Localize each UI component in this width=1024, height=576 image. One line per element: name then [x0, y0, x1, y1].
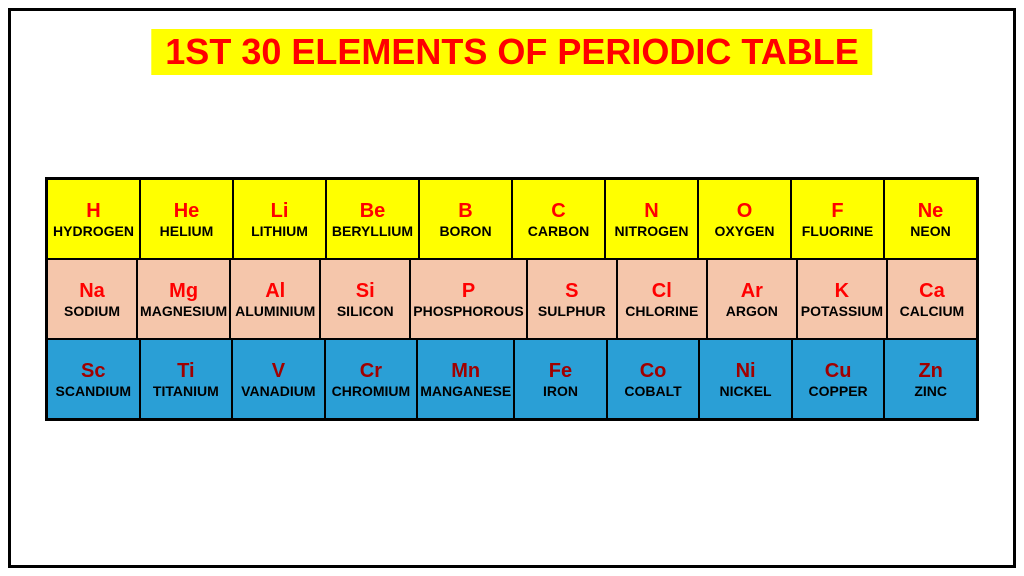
- element-symbol: Al: [265, 280, 285, 303]
- element-name: BORON: [439, 223, 491, 239]
- element-cell: BeBERYLLIUM: [326, 179, 419, 259]
- element-cell: FFLUORINE: [791, 179, 884, 259]
- element-name: LITHIUM: [251, 223, 308, 239]
- element-cell: VVANADIUM: [232, 339, 325, 419]
- element-symbol: V: [272, 360, 285, 383]
- element-cell: ArARGON: [707, 259, 797, 339]
- page-title: 1ST 30 ELEMENTS OF PERIODIC TABLE: [151, 29, 872, 75]
- element-cell: CuCOPPER: [792, 339, 885, 419]
- element-name: BERYLLIUM: [332, 223, 413, 239]
- element-name: SODIUM: [64, 303, 120, 319]
- element-symbol: Fe: [549, 360, 572, 383]
- element-cell: ScSCANDIUM: [47, 339, 140, 419]
- element-cell: ClCHLORINE: [617, 259, 707, 339]
- element-cell: NNITROGEN: [605, 179, 698, 259]
- element-symbol: Li: [271, 200, 289, 223]
- element-name: CARBON: [528, 223, 589, 239]
- element-symbol: Ni: [736, 360, 756, 383]
- element-name: SULPHUR: [538, 303, 606, 319]
- element-symbol: P: [462, 280, 475, 303]
- element-name: HYDROGEN: [53, 223, 134, 239]
- element-cell: PPHOSPHOROUS: [410, 259, 526, 339]
- element-symbol: Si: [356, 280, 375, 303]
- element-cell: NiNICKEL: [699, 339, 792, 419]
- element-name: MANGANESE: [420, 383, 511, 399]
- element-name: ALUMINIUM: [235, 303, 315, 319]
- element-symbol: Cl: [652, 280, 672, 303]
- element-cell: SiSILICON: [320, 259, 410, 339]
- element-name: CHLORINE: [625, 303, 698, 319]
- element-cell: KPOTASSIUM: [797, 259, 887, 339]
- element-name: ARGON: [726, 303, 778, 319]
- table-row: NaSODIUMMgMAGNESIUMAlALUMINIUMSiSILICONP…: [47, 259, 977, 339]
- element-symbol: C: [551, 200, 565, 223]
- element-cell: LiLITHIUM: [233, 179, 326, 259]
- element-symbol: Ca: [919, 280, 945, 303]
- element-name: COBALT: [624, 383, 681, 399]
- element-name: NICKEL: [720, 383, 772, 399]
- element-cell: TiTITANIUM: [140, 339, 233, 419]
- element-name: POTASSIUM: [801, 303, 883, 319]
- element-name: FLUORINE: [802, 223, 874, 239]
- element-symbol: K: [835, 280, 849, 303]
- element-cell: NaSODIUM: [47, 259, 137, 339]
- element-symbol: Cu: [825, 360, 852, 383]
- element-symbol: Ar: [741, 280, 763, 303]
- element-name: SILICON: [337, 303, 394, 319]
- element-symbol: Ti: [177, 360, 194, 383]
- element-symbol: Sc: [81, 360, 105, 383]
- element-name: IRON: [543, 383, 578, 399]
- element-cell: CrCHROMIUM: [325, 339, 418, 419]
- element-name: PHOSPHOROUS: [413, 303, 523, 319]
- element-cell: ZnZINC: [884, 339, 977, 419]
- element-name: VANADIUM: [241, 383, 315, 399]
- elements-table: HHYDROGENHeHELIUMLiLITHIUMBeBERYLLIUMBBO…: [45, 177, 979, 421]
- element-symbol: O: [737, 200, 753, 223]
- element-cell: CoCOBALT: [607, 339, 700, 419]
- element-name: TITANIUM: [153, 383, 219, 399]
- element-cell: CaCALCIUM: [887, 259, 977, 339]
- element-symbol: F: [831, 200, 843, 223]
- element-name: COPPER: [809, 383, 868, 399]
- element-symbol: N: [644, 200, 658, 223]
- frame-border: 1ST 30 ELEMENTS OF PERIODIC TABLE HHYDRO…: [8, 8, 1016, 568]
- element-symbol: B: [458, 200, 472, 223]
- element-cell: AlALUMINIUM: [230, 259, 320, 339]
- element-cell: CCARBON: [512, 179, 605, 259]
- element-name: NEON: [910, 223, 950, 239]
- element-name: ZINC: [914, 383, 947, 399]
- element-symbol: Be: [360, 200, 386, 223]
- element-symbol: Co: [640, 360, 667, 383]
- element-name: HELIUM: [160, 223, 214, 239]
- element-cell: HHYDROGEN: [47, 179, 140, 259]
- element-symbol: Mg: [169, 280, 198, 303]
- element-symbol: He: [174, 200, 200, 223]
- element-cell: NeNEON: [884, 179, 977, 259]
- element-symbol: Mn: [451, 360, 480, 383]
- element-symbol: Cr: [360, 360, 382, 383]
- element-symbol: Na: [79, 280, 105, 303]
- element-cell: SSULPHUR: [527, 259, 617, 339]
- element-name: OXYGEN: [715, 223, 775, 239]
- element-name: CHROMIUM: [332, 383, 411, 399]
- element-name: NITROGEN: [615, 223, 689, 239]
- element-symbol: H: [86, 200, 100, 223]
- element-cell: HeHELIUM: [140, 179, 233, 259]
- table-row: ScSCANDIUMTiTITANIUMVVANADIUMCrCHROMIUMM…: [47, 339, 977, 419]
- element-cell: FeIRON: [514, 339, 607, 419]
- element-cell: OOXYGEN: [698, 179, 791, 259]
- element-symbol: Ne: [918, 200, 944, 223]
- element-cell: MnMANGANESE: [417, 339, 514, 419]
- element-name: SCANDIUM: [56, 383, 131, 399]
- element-name: MAGNESIUM: [140, 303, 227, 319]
- element-cell: BBORON: [419, 179, 512, 259]
- element-cell: MgMAGNESIUM: [137, 259, 230, 339]
- element-symbol: Zn: [918, 360, 942, 383]
- element-name: CALCIUM: [900, 303, 965, 319]
- element-symbol: S: [565, 280, 578, 303]
- table-row: HHYDROGENHeHELIUMLiLITHIUMBeBERYLLIUMBBO…: [47, 179, 977, 259]
